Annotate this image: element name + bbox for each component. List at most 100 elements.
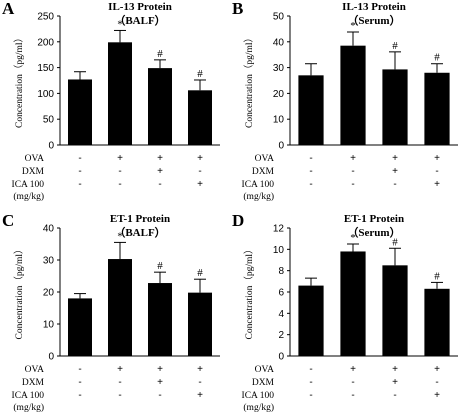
significance-marker: * <box>117 18 123 30</box>
y-tick-label: 150 <box>37 63 54 74</box>
condition-sign: - <box>198 377 201 388</box>
condition-sign: + <box>434 390 440 401</box>
significance-marker: * <box>350 232 356 244</box>
significance-marker: # <box>392 236 398 248</box>
condition-sign: - <box>351 179 354 190</box>
y-tick-label: 12 <box>273 224 285 235</box>
y-tick-label: 50 <box>43 115 55 126</box>
y-axis-label: Concentration（pg/ml） <box>13 245 25 340</box>
bar <box>108 259 132 356</box>
y-tick-label: 20 <box>273 89 285 100</box>
condition-row-label: ICA 100 <box>242 180 275 190</box>
y-tick-label: 8 <box>278 266 284 277</box>
condition-row-label: (mg/kg) <box>243 402 274 413</box>
condition-sign: - <box>309 179 312 190</box>
condition-sign: + <box>197 364 203 375</box>
y-tick-label: 4 <box>278 309 284 320</box>
bar <box>340 45 366 145</box>
y-tick-label: 10 <box>43 320 55 331</box>
y-tick-label: 0 <box>48 352 54 363</box>
condition-row-label: (mg/kg) <box>13 402 44 413</box>
condition-sign: + <box>350 153 356 164</box>
y-tick-label: 0 <box>278 141 284 152</box>
condition-row-label: DXM <box>252 167 275 177</box>
condition-row-label: OVA <box>25 154 44 164</box>
y-tick-label: 10 <box>273 115 285 126</box>
bar <box>108 42 132 146</box>
significance-marker: # <box>197 68 203 80</box>
chart-subtitle: （BALF） <box>114 14 165 27</box>
bar <box>68 79 92 145</box>
condition-sign: + <box>392 166 398 177</box>
y-tick-label: 30 <box>273 63 285 74</box>
y-axis-label: Concentration（pg/ml） <box>243 33 255 128</box>
condition-row-label: DXM <box>22 378 45 388</box>
condition-sign: - <box>118 179 121 190</box>
significance-marker: # <box>157 260 163 272</box>
bar <box>382 69 408 145</box>
bar <box>68 298 92 356</box>
y-tick-label: 0 <box>278 352 284 363</box>
panel-label: C <box>2 211 14 230</box>
condition-sign: + <box>392 377 398 388</box>
condition-sign: - <box>309 364 312 375</box>
condition-row-label: (mg/kg) <box>243 191 274 202</box>
condition-sign: - <box>118 166 121 177</box>
condition-sign: - <box>351 390 354 401</box>
bar <box>148 68 172 145</box>
condition-sign: - <box>435 377 438 388</box>
y-tick-label: 40 <box>273 37 285 48</box>
condition-sign: + <box>157 377 163 388</box>
condition-row-label: (mg/kg) <box>13 191 44 202</box>
chart-title: IL-13 Protein <box>108 1 172 13</box>
condition-sign: - <box>351 377 354 388</box>
significance-marker: # <box>434 52 440 64</box>
y-tick-label: 0 <box>48 141 54 152</box>
condition-sign: - <box>198 166 201 177</box>
condition-sign: - <box>78 364 81 375</box>
condition-sign: - <box>393 179 396 190</box>
condition-sign: - <box>309 377 312 388</box>
condition-sign: + <box>157 364 163 375</box>
condition-sign: - <box>393 390 396 401</box>
bar <box>188 90 212 145</box>
condition-sign: + <box>350 364 356 375</box>
significance-marker: * <box>117 230 123 242</box>
condition-sign: + <box>434 364 440 375</box>
panel-label: D <box>232 211 244 230</box>
condition-sign: - <box>78 166 81 177</box>
y-axis-label: Concentration（pg/ml） <box>243 245 255 340</box>
condition-row-label: ICA 100 <box>242 391 275 401</box>
condition-sign: - <box>309 166 312 177</box>
y-tick-label: 10 <box>273 245 285 256</box>
significance-marker: # <box>197 267 203 279</box>
panel-label: A <box>2 0 15 18</box>
condition-sign: + <box>157 166 163 177</box>
condition-sign: + <box>117 364 123 375</box>
y-tick-label: 20 <box>43 288 55 299</box>
bar <box>382 265 408 356</box>
condition-sign: + <box>434 179 440 190</box>
significance-marker: # <box>157 48 163 60</box>
y-tick-label: 100 <box>37 89 54 100</box>
panel-d: D ET-1 Protein（Serum） Concentration（pg/ml）… <box>232 211 458 413</box>
significance-marker: # <box>434 270 440 282</box>
y-tick-label: 40 <box>43 224 55 235</box>
condition-sign: - <box>435 166 438 177</box>
chart-subtitle: （Serum） <box>347 14 400 27</box>
condition-sign: + <box>392 153 398 164</box>
condition-sign: + <box>117 153 123 164</box>
condition-sign: - <box>78 390 81 401</box>
condition-row-label: ICA 100 <box>12 391 45 401</box>
chart-title: ET-1 Protein <box>344 213 404 225</box>
y-axis-label: Concentration（pg/ml） <box>13 33 25 128</box>
panel-b: B IL-13 Protein（Serum） Concentration（pg/ml… <box>232 0 458 202</box>
condition-row-label: OVA <box>255 154 274 164</box>
condition-sign: - <box>158 390 161 401</box>
condition-row-label: ICA 100 <box>12 180 45 190</box>
condition-sign: - <box>78 179 81 190</box>
chart-title: IL-13 Protein <box>342 1 406 13</box>
bar <box>340 251 366 356</box>
condition-sign: - <box>78 377 81 388</box>
